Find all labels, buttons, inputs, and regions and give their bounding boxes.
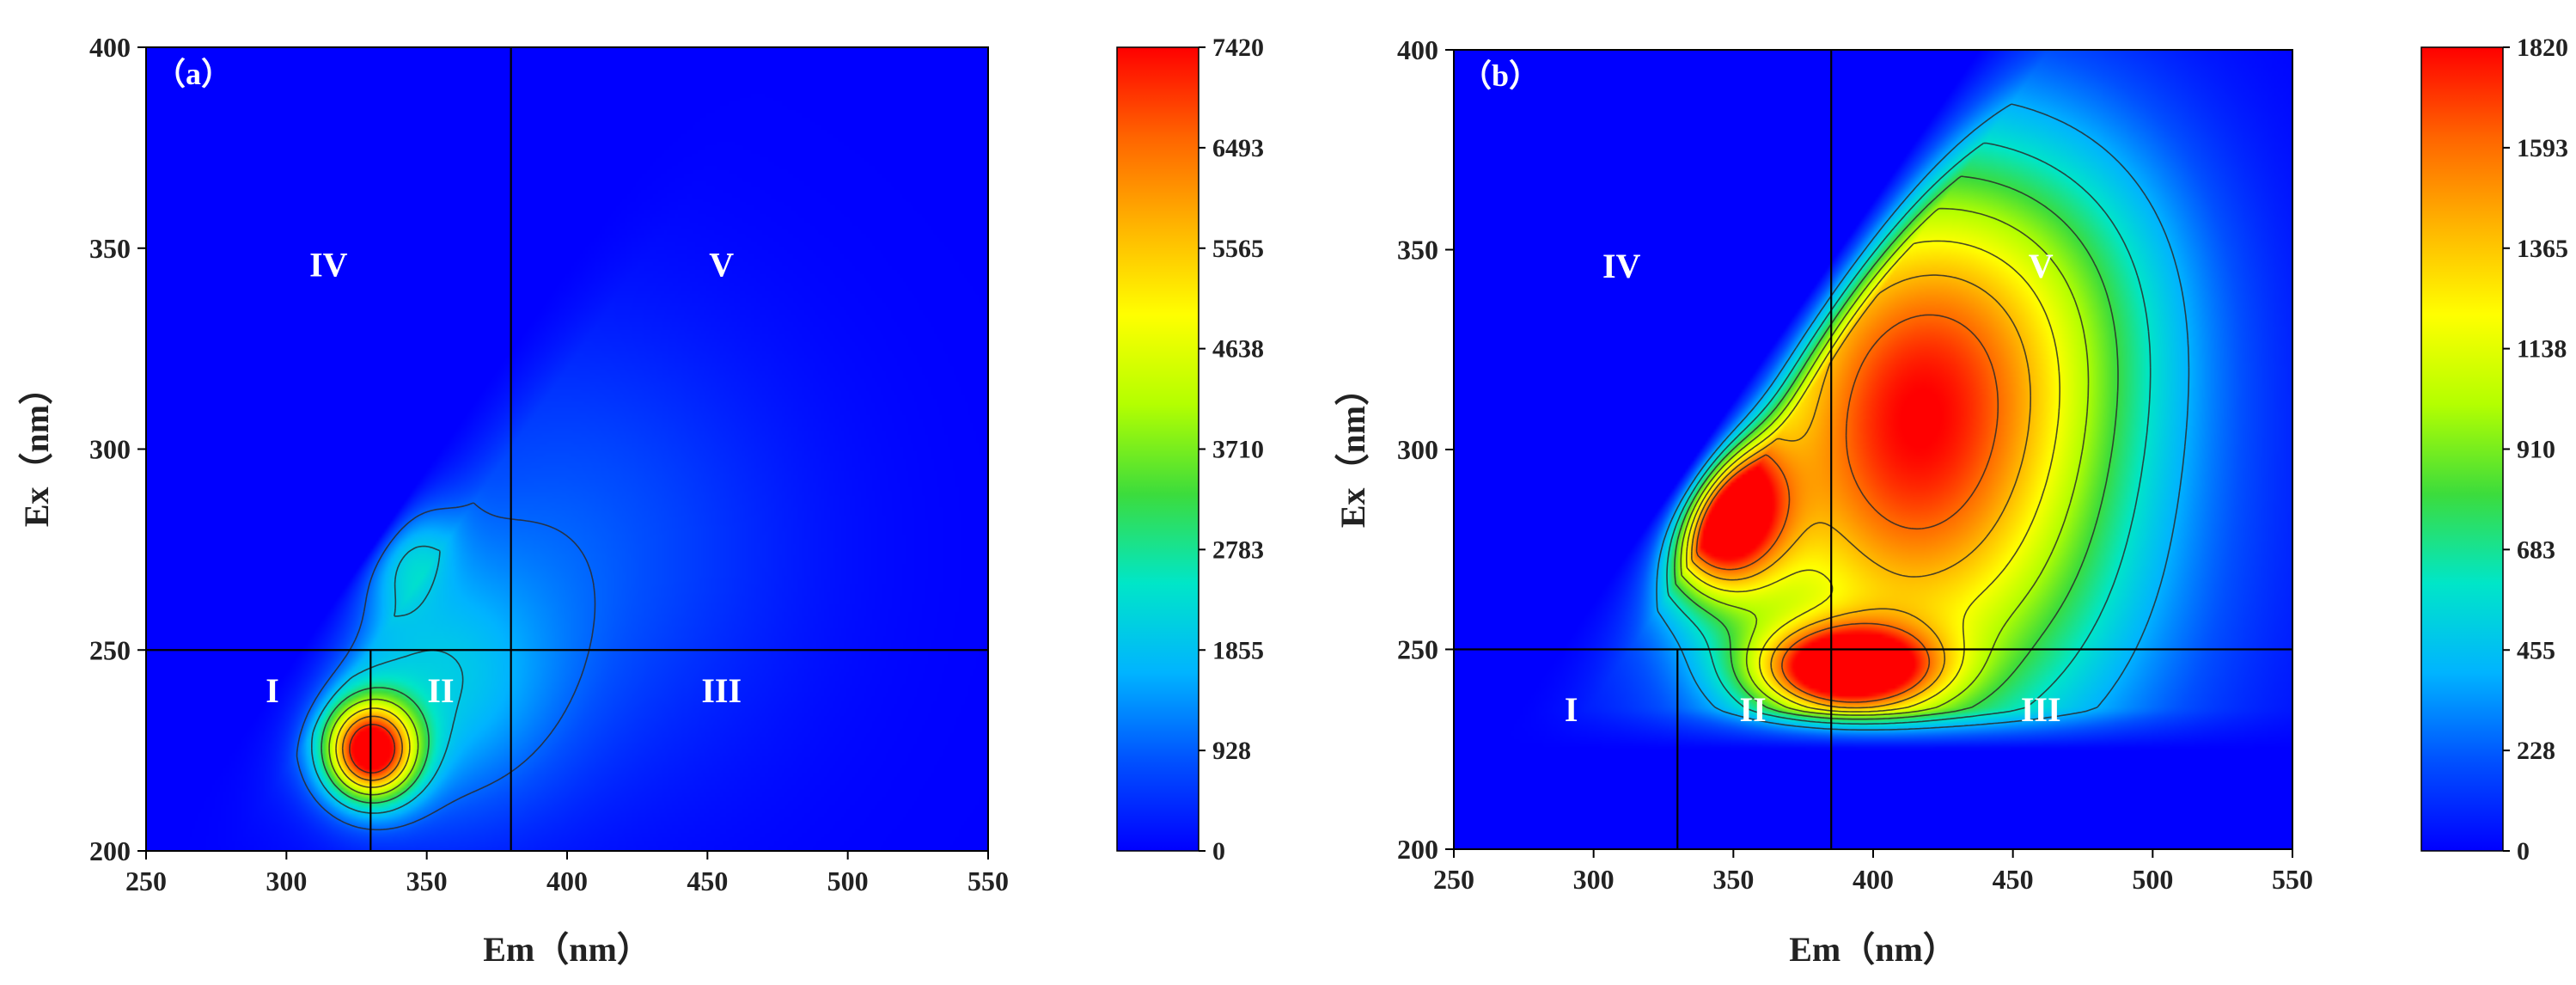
fluorescence-map-a bbox=[146, 47, 988, 851]
x-axis-label-b: Em（nm） bbox=[1789, 930, 1957, 969]
y-tick-label: 250 bbox=[89, 634, 131, 665]
contour-level-800 bbox=[1674, 175, 2119, 720]
colorbar-tick-label: 4638 bbox=[1212, 335, 1264, 364]
x-tick-label: 350 bbox=[406, 866, 448, 896]
y-tick-label: 350 bbox=[89, 233, 131, 264]
y-tick-label: 200 bbox=[1397, 834, 1438, 865]
y-axis-label-b: Ex（nm） bbox=[1334, 371, 1372, 528]
region-label-III: III bbox=[2021, 690, 2061, 729]
x-tick-label: 450 bbox=[687, 866, 728, 896]
contour-level-2000 bbox=[311, 545, 464, 814]
colorbar-tick-label: 683 bbox=[2517, 535, 2555, 564]
colorbar-tick-label: 7420 bbox=[1212, 34, 1264, 62]
region-label-III: III bbox=[701, 671, 742, 710]
region-label-I: I bbox=[266, 671, 279, 710]
panel-label-b: （b） bbox=[1461, 58, 1540, 93]
y-axis-ticks-a: 200 250 300 350 400 bbox=[89, 32, 146, 866]
x-tick-label: 500 bbox=[827, 866, 869, 896]
x-tick-label: 550 bbox=[2272, 864, 2313, 895]
colorbar-tick-label: 1593 bbox=[2517, 134, 2568, 162]
region-dividers-b bbox=[1454, 50, 2292, 849]
x-tick-label: 350 bbox=[1712, 864, 1754, 895]
region-label-V: V bbox=[709, 245, 734, 284]
y-axis-label-a: Ex（nm） bbox=[17, 370, 56, 527]
y-tick-label: 300 bbox=[89, 434, 131, 465]
contour-level-1000 bbox=[1680, 207, 2090, 716]
y-tick-label: 200 bbox=[89, 835, 131, 866]
contour-level-3000 bbox=[320, 687, 430, 804]
x-axis-ticks-a: 250 300 350 400 450 500 550 bbox=[125, 851, 1009, 896]
y-axis-ticks-b: 200 250 300 350 400 bbox=[1397, 34, 1454, 865]
x-axis-label-a: Em（nm） bbox=[483, 930, 651, 969]
x-tick-label: 300 bbox=[266, 866, 307, 896]
region-label-V: V bbox=[2029, 247, 2054, 285]
colorbar-tick-label: 928 bbox=[1212, 737, 1251, 765]
contour-level-7000 bbox=[349, 724, 396, 774]
region-label-IV: IV bbox=[309, 245, 348, 284]
contour-level-1400 bbox=[1691, 274, 2031, 709]
colorbar-tick-label: 1138 bbox=[2517, 335, 2567, 364]
x-axis-ticks-b: 250 300 350 400 450 500 550 bbox=[1433, 849, 2313, 895]
colorbar-a bbox=[1116, 46, 1199, 852]
contour-lines-b bbox=[1656, 103, 2190, 731]
region-label-II: II bbox=[1740, 690, 1767, 729]
colorbar-tick-label: 3710 bbox=[1212, 436, 1264, 464]
contour-level-1200 bbox=[1686, 240, 2060, 713]
x-tick-label: 300 bbox=[1573, 864, 1615, 895]
x-tick-label: 250 bbox=[1433, 864, 1474, 895]
region-dividers-a bbox=[146, 47, 988, 851]
colorbar-tick-label: 2783 bbox=[1212, 535, 1264, 564]
colorbar-tick-label: 910 bbox=[2517, 436, 2555, 464]
fluorescence-map-b bbox=[1454, 50, 2292, 849]
colorbar-ticks-a: 7420 6493 5565 4638 3710 2783 1855 928 0 bbox=[1199, 34, 1264, 866]
region-label-I: I bbox=[1565, 690, 1578, 729]
colorbar-tick-label: 455 bbox=[2517, 636, 2555, 664]
colorbar-tick-label: 228 bbox=[2517, 737, 2555, 765]
region-label-IV: IV bbox=[1602, 247, 1641, 285]
panel-label-a: （a） bbox=[155, 57, 232, 91]
contour-level-6000 bbox=[341, 715, 403, 781]
contour-level-600 bbox=[1666, 142, 2152, 725]
colorbar-tick-label: 0 bbox=[1212, 837, 1225, 866]
colorbar-tick-label: 6493 bbox=[1212, 134, 1264, 162]
x-tick-label: 500 bbox=[2132, 864, 2173, 895]
colorbar-tick-label: 1820 bbox=[2517, 34, 2568, 62]
x-tick-label: 550 bbox=[968, 866, 1009, 896]
colorbar-tick-label: 1855 bbox=[1212, 636, 1264, 664]
contour-level-4000 bbox=[328, 698, 419, 796]
x-tick-label: 400 bbox=[546, 866, 588, 896]
contour-lines-a bbox=[296, 502, 596, 831]
y-tick-label: 250 bbox=[1397, 634, 1438, 665]
x-tick-label: 450 bbox=[1993, 864, 2034, 895]
colorbar-tick-label: 5565 bbox=[1212, 235, 1264, 263]
y-tick-label: 400 bbox=[89, 32, 131, 63]
colorbar-b bbox=[2420, 46, 2504, 852]
region-label-II: II bbox=[427, 671, 454, 710]
contour-level-1600 bbox=[1695, 314, 1999, 703]
colorbar-tick-label: 1365 bbox=[2517, 235, 2568, 263]
y-tick-label: 350 bbox=[1397, 235, 1438, 266]
x-tick-label: 250 bbox=[125, 866, 167, 896]
contour-level-5000 bbox=[335, 707, 411, 788]
colorbar-tick-label: 0 bbox=[2517, 837, 2530, 866]
x-tick-label: 400 bbox=[1853, 864, 1894, 895]
colorbar-ticks-b: 1820 1593 1365 1138 910 683 455 228 0 bbox=[2503, 34, 2568, 866]
contour-level-1000 bbox=[296, 502, 596, 831]
contour-level-400 bbox=[1656, 103, 2190, 731]
y-tick-label: 300 bbox=[1397, 434, 1438, 465]
y-tick-label: 400 bbox=[1397, 34, 1438, 65]
